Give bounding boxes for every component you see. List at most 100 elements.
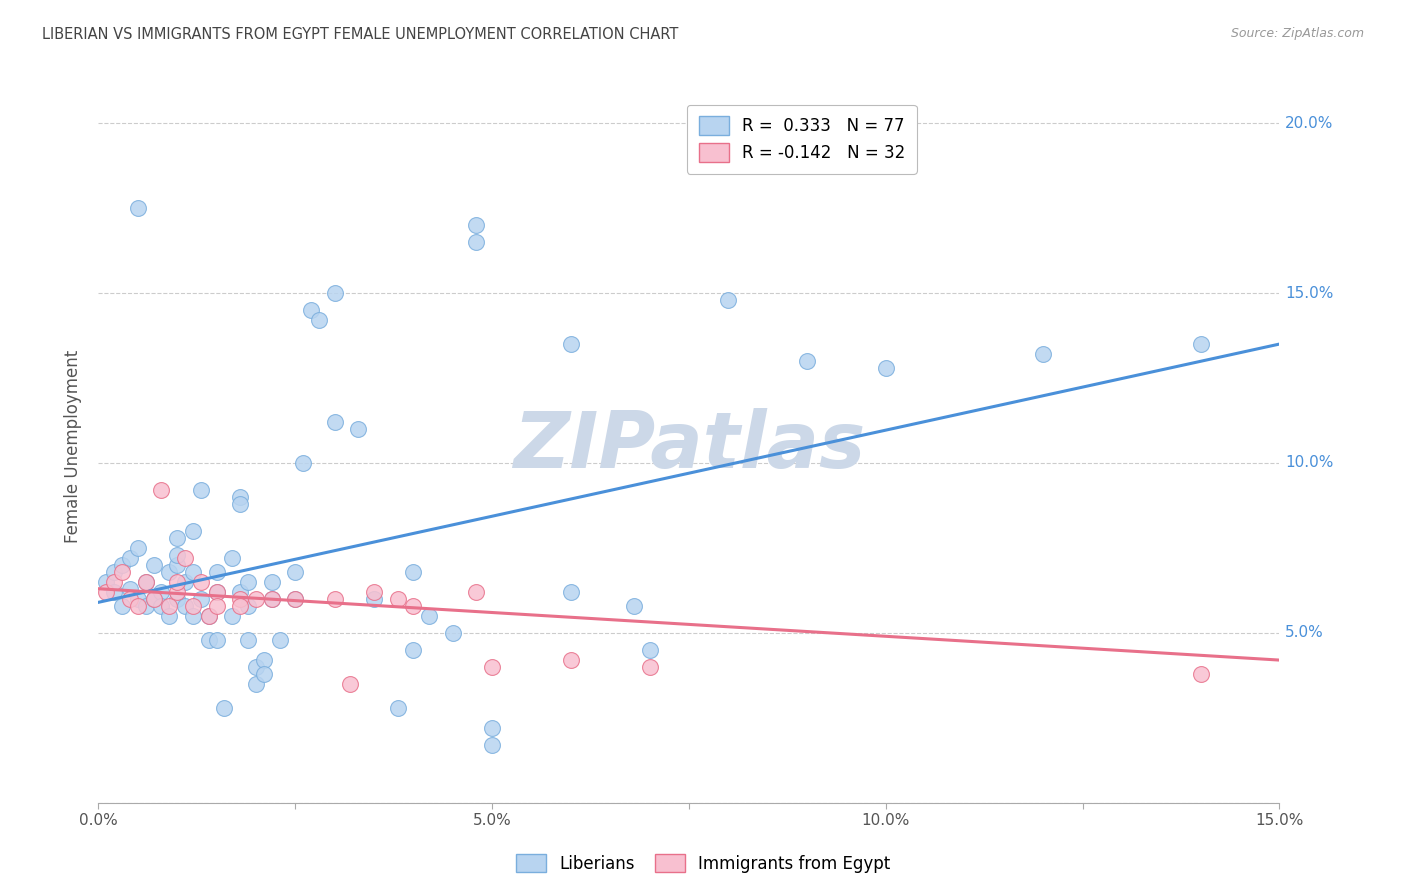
Point (253, 666, 276, 681)
Point (205, 632, 228, 647)
Text: 15.0%: 15.0% (1285, 285, 1334, 301)
Point (214, 700, 236, 714)
Point (387, 700, 409, 714)
Point (103, 585, 125, 599)
Point (363, 591, 385, 606)
Point (166, 558, 188, 572)
Point (796, 354, 818, 368)
Point (323, 415, 346, 429)
Point (236, 632, 259, 647)
Point (229, 591, 252, 606)
Point (181, 608, 204, 623)
Point (347, 422, 370, 436)
Point (875, 360, 897, 375)
Point (308, 313, 330, 327)
Point (96, 574, 118, 589)
Point (150, 599, 173, 613)
Point (205, 565, 228, 579)
Point (127, 599, 149, 613)
Point (111, 565, 134, 579)
Point (205, 585, 228, 599)
Point (323, 591, 346, 606)
Point (118, 582, 141, 596)
Point (221, 608, 243, 623)
Point (260, 591, 283, 606)
Point (142, 591, 165, 606)
Point (103, 565, 125, 579)
Text: 20.0%: 20.0% (1285, 116, 1334, 131)
Point (717, 293, 740, 307)
Point (284, 565, 307, 579)
Point (181, 599, 204, 613)
Point (135, 574, 157, 589)
Point (166, 531, 188, 545)
Point (253, 653, 276, 667)
Legend: R =  0.333   N = 77, R = -0.142   N = 32: R = 0.333 N = 77, R = -0.142 N = 32 (688, 104, 917, 174)
Point (638, 643, 661, 657)
Legend: Liberians, Immigrants from Egypt: Liberians, Immigrants from Egypt (509, 847, 897, 880)
Point (441, 626, 464, 640)
Point (150, 483, 173, 498)
Point (166, 574, 188, 589)
Point (638, 660, 661, 674)
Text: ZIPatlas: ZIPatlas (513, 408, 865, 484)
Point (111, 599, 134, 613)
Point (142, 591, 165, 606)
Point (229, 599, 252, 613)
Point (111, 558, 134, 572)
Point (292, 456, 315, 470)
Point (150, 585, 173, 599)
Point (363, 585, 385, 599)
Point (1189, 666, 1212, 681)
Y-axis label: Female Unemployment: Female Unemployment (65, 350, 83, 542)
Point (166, 548, 188, 562)
Point (174, 574, 197, 589)
Point (181, 565, 204, 579)
Text: 10.0%: 10.0% (1285, 456, 1334, 470)
Point (402, 643, 425, 657)
Point (323, 286, 346, 301)
Point (245, 660, 267, 674)
Point (402, 599, 425, 613)
Point (190, 574, 212, 589)
Point (387, 591, 409, 606)
Point (560, 653, 582, 667)
Point (135, 574, 157, 589)
Point (157, 565, 180, 579)
Point (402, 565, 425, 579)
Point (205, 599, 228, 613)
Point (127, 541, 149, 555)
Point (221, 551, 243, 566)
Point (127, 591, 149, 606)
Text: LIBERIAN VS IMMIGRANTS FROM EGYPT FEMALE UNEMPLOYMENT CORRELATION CHART: LIBERIAN VS IMMIGRANTS FROM EGYPT FEMALE… (42, 27, 679, 42)
Point (465, 235, 488, 249)
Point (481, 738, 503, 752)
Point (135, 599, 157, 613)
Point (260, 591, 283, 606)
Point (166, 591, 188, 606)
Point (197, 608, 219, 623)
Point (236, 599, 259, 613)
Point (166, 585, 188, 599)
Point (560, 585, 582, 599)
Point (418, 608, 440, 623)
Text: 5.0%: 5.0% (1285, 625, 1324, 640)
Point (190, 591, 212, 606)
Point (197, 608, 219, 623)
Point (284, 591, 307, 606)
Point (205, 585, 228, 599)
Point (1032, 347, 1054, 361)
Point (260, 574, 283, 589)
Point (127, 201, 149, 215)
Point (174, 599, 197, 613)
Point (190, 483, 212, 498)
Point (103, 574, 125, 589)
Point (229, 497, 252, 511)
Point (236, 574, 259, 589)
Point (481, 721, 503, 735)
Point (181, 524, 204, 538)
Point (245, 677, 267, 691)
Point (465, 585, 488, 599)
Point (197, 632, 219, 647)
Point (96, 585, 118, 599)
